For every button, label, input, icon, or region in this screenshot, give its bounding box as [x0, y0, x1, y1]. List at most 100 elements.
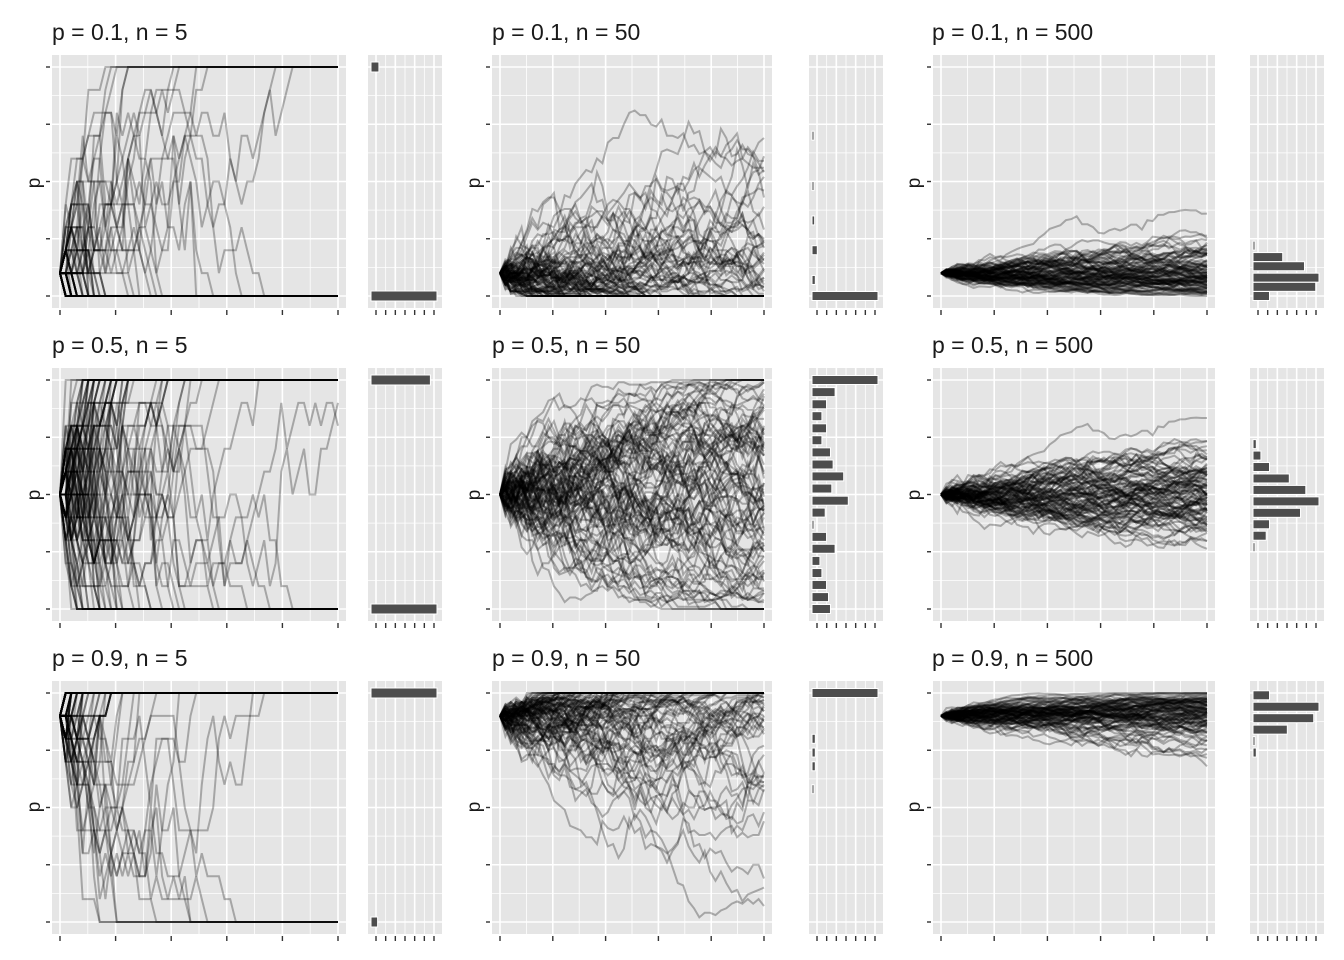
trajectory-line	[499, 261, 764, 297]
trajectory-line	[940, 698, 1208, 725]
trajectory-line	[940, 452, 1208, 499]
trajectory-line	[59, 272, 338, 297]
trajectory-line	[499, 255, 764, 297]
trajectory-line	[940, 481, 1208, 518]
trajectory-line	[59, 692, 338, 740]
trajectory-line	[940, 266, 1208, 286]
trajectory-line	[59, 272, 338, 297]
trajectory-line	[60, 379, 338, 518]
trajectory-line	[59, 692, 338, 785]
trajectory-line	[940, 237, 1208, 275]
trajectory-line	[940, 697, 1208, 718]
trajectory-line	[941, 264, 1208, 285]
trajectory-line	[60, 692, 338, 717]
trajectory-line	[499, 451, 765, 567]
trajectory-line	[940, 470, 1208, 503]
trajectory-line	[59, 379, 338, 495]
trajectory-line	[59, 692, 338, 854]
trajectory-line	[59, 379, 338, 541]
trajectory-line	[499, 209, 765, 277]
trajectory-line	[60, 272, 338, 297]
trajectory-line	[499, 420, 765, 532]
trajectory-line	[499, 692, 764, 723]
trajectory-line	[59, 692, 338, 740]
trajectory-line	[940, 692, 1207, 717]
trajectory-line	[500, 692, 764, 717]
trajectory-line	[940, 479, 1208, 509]
trajectory-line	[940, 460, 1208, 498]
trajectory-line	[500, 493, 764, 598]
histogram-bar	[811, 543, 836, 554]
trajectory-line	[59, 66, 338, 274]
trajectory-line	[500, 381, 765, 503]
trajectory-line	[499, 696, 765, 736]
trajectory-line	[940, 491, 1208, 537]
trajectory-line	[59, 494, 338, 610]
trajectory-line	[940, 475, 1208, 503]
histogram-bar	[811, 181, 815, 192]
trajectory-line	[60, 692, 338, 717]
trajectory-line	[499, 434, 765, 589]
trajectory-line	[499, 473, 765, 561]
facet-p09-n5: p = 0.9, n = 5 p	[24, 645, 188, 812]
trajectory-line	[499, 692, 764, 729]
trajectory-line	[940, 265, 1208, 290]
trajectory-line	[940, 489, 1208, 550]
trajectory-line	[940, 270, 1207, 295]
histogram-bar	[811, 447, 831, 458]
trajectory-line	[499, 693, 765, 743]
trajectory-line	[499, 272, 764, 297]
histogram-bar	[1252, 724, 1288, 735]
trajectory-line	[499, 272, 764, 297]
trajectory-line	[60, 272, 338, 297]
trajectory-line	[59, 401, 339, 588]
trajectory-line	[940, 447, 1208, 501]
trajectory-line	[940, 486, 1208, 526]
trajectory-line	[940, 697, 1207, 726]
trajectory-line	[60, 272, 338, 297]
trajectory-line	[499, 692, 764, 755]
trajectory-line	[940, 483, 1208, 541]
trajectory-line	[59, 379, 338, 518]
trajectory-line	[59, 226, 338, 297]
trajectory-line	[499, 416, 765, 513]
trajectory-line	[499, 265, 764, 297]
histogram-bar	[1252, 713, 1315, 724]
trajectory-line	[940, 712, 1208, 740]
trajectory-line	[499, 379, 764, 548]
trajectory-line	[59, 272, 338, 297]
trajectory-line	[940, 709, 1208, 730]
trajectory-line	[499, 428, 765, 568]
trajectory-line	[59, 272, 338, 297]
trajectory-line	[60, 227, 338, 297]
trajectory-line	[940, 712, 1208, 731]
trajectory-line	[499, 451, 765, 554]
trajectory-line	[940, 247, 1208, 276]
trajectory-line	[499, 230, 765, 289]
trajectory-line	[940, 693, 1208, 724]
trajectory-line	[60, 714, 338, 923]
histogram-bar	[1252, 261, 1305, 272]
trajectory-line	[940, 249, 1208, 275]
trajectory-line	[499, 692, 764, 729]
facet-plot-8	[927, 681, 1324, 941]
trajectory-line	[940, 697, 1207, 720]
trajectory-line	[499, 692, 764, 764]
trajectory-line	[940, 440, 1208, 496]
trajectory-line	[499, 692, 764, 717]
trajectory-line	[499, 449, 765, 565]
trajectory-line	[59, 692, 338, 717]
trajectory-line	[940, 490, 1208, 515]
trajectory-line	[60, 272, 338, 297]
trajectory-line	[59, 692, 338, 717]
trajectory-line	[59, 379, 338, 518]
histogram-bar	[370, 374, 431, 386]
histogram-bar	[811, 747, 816, 758]
trajectory-line	[60, 493, 338, 610]
trajectory-line	[940, 704, 1208, 720]
trajectory-line	[940, 701, 1208, 718]
trajectory-line	[499, 272, 764, 297]
trajectory-line	[499, 272, 764, 297]
trajectory-line	[499, 379, 764, 502]
